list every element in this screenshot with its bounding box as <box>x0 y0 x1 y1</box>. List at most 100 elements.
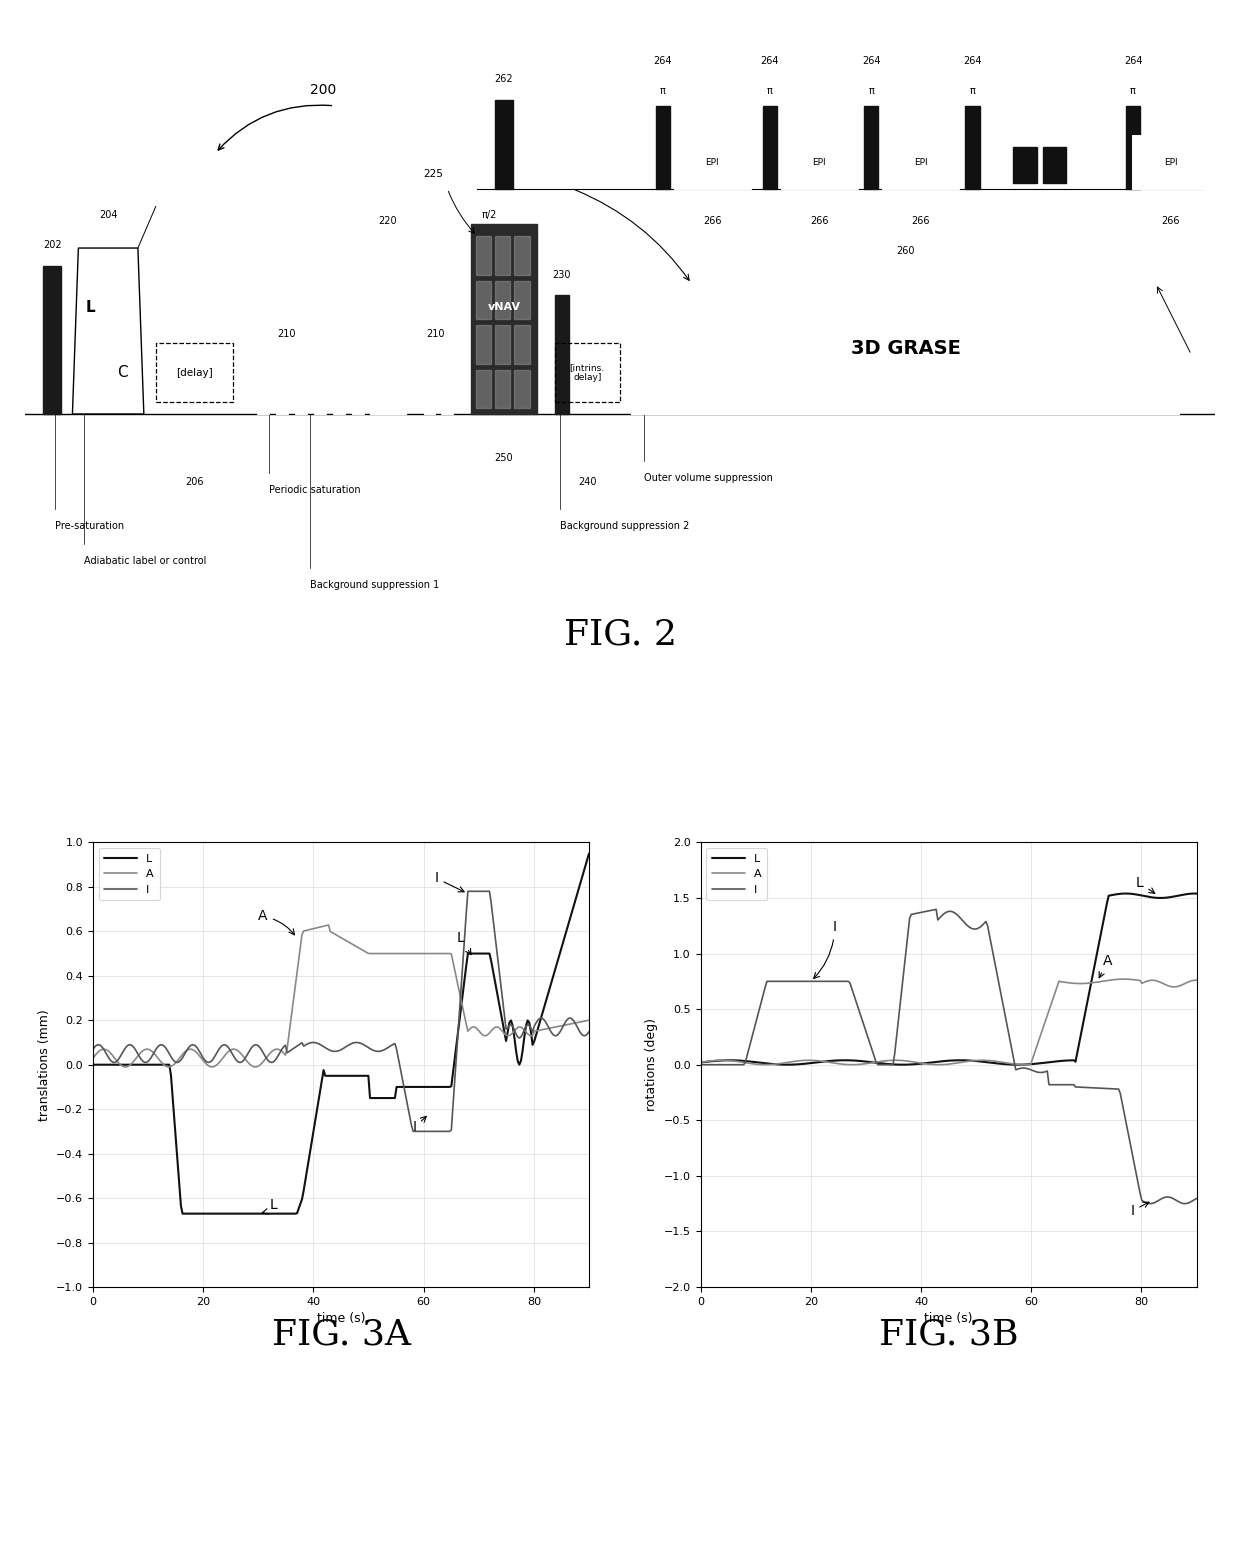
Text: 3D GRASE: 3D GRASE <box>851 340 961 359</box>
Line: A: A <box>701 980 1197 1064</box>
L <box>175 1204 190 1223</box>
Text: 240: 240 <box>578 477 596 487</box>
X-axis label: time (s): time (s) <box>924 1312 973 1326</box>
Text: 220: 220 <box>378 217 397 226</box>
I <box>693 1056 708 1075</box>
Bar <box>495 370 511 409</box>
Bar <box>882 136 960 189</box>
Bar <box>515 236 529 275</box>
Text: L: L <box>86 300 95 315</box>
Y-axis label: rotations (deg): rotations (deg) <box>645 1019 658 1111</box>
Text: π: π <box>970 86 976 95</box>
Text: 264: 264 <box>862 56 880 66</box>
I <box>929 900 944 919</box>
A <box>694 1053 709 1072</box>
A <box>321 916 336 934</box>
Text: 266: 266 <box>703 217 722 226</box>
I <box>507 1020 522 1039</box>
Text: Outer volume suppression: Outer volume suppression <box>644 473 773 484</box>
Bar <box>352 360 365 413</box>
L <box>537 998 552 1017</box>
Legend: L, A, I: L, A, I <box>706 849 768 900</box>
I <box>1112 1084 1127 1103</box>
Bar <box>515 324 529 363</box>
A <box>248 1058 263 1076</box>
Line: I: I <box>93 891 589 1131</box>
Bar <box>476 324 491 363</box>
Text: π: π <box>660 86 666 95</box>
Bar <box>554 295 569 413</box>
Text: FIG. 2: FIG. 2 <box>563 618 677 651</box>
Text: EPI: EPI <box>706 158 719 167</box>
Text: 264: 264 <box>963 56 982 66</box>
L <box>1112 885 1127 903</box>
A <box>1116 970 1131 989</box>
Bar <box>673 136 751 189</box>
Text: 202: 202 <box>43 240 62 250</box>
Text: vNAV: vNAV <box>487 303 521 312</box>
Bar <box>476 370 491 409</box>
A <box>998 1053 1013 1072</box>
Y-axis label: translations (mm): translations (mm) <box>37 1009 51 1120</box>
Text: I: I <box>1131 1203 1149 1218</box>
Text: I: I <box>413 1117 427 1134</box>
Bar <box>495 324 511 363</box>
Text: 266: 266 <box>810 217 828 226</box>
L <box>87 1056 102 1075</box>
I <box>87 1037 102 1056</box>
Bar <box>495 236 511 275</box>
Bar <box>1013 147 1037 183</box>
Bar <box>42 265 61 413</box>
Text: I: I <box>813 920 837 978</box>
Line: A: A <box>93 925 589 1067</box>
L <box>780 1055 795 1073</box>
I <box>998 1009 1013 1028</box>
Text: EPI: EPI <box>1164 158 1177 167</box>
I <box>86 1041 100 1059</box>
Text: 206: 206 <box>185 477 203 487</box>
Bar <box>156 343 233 402</box>
Bar <box>370 248 405 413</box>
Text: π: π <box>868 86 874 95</box>
Text: 264: 264 <box>761 56 779 66</box>
I <box>381 1037 396 1056</box>
L <box>86 1056 100 1075</box>
I <box>1146 1193 1161 1212</box>
I <box>389 1041 404 1059</box>
Bar <box>424 360 435 413</box>
Bar <box>495 100 513 189</box>
Bar <box>295 360 308 413</box>
Text: [intrins.
delay]: [intrins. delay] <box>569 363 605 382</box>
I <box>582 1022 596 1041</box>
Bar <box>515 370 529 409</box>
Line: I: I <box>701 909 1197 1204</box>
I <box>538 1012 553 1031</box>
Bar <box>864 106 878 189</box>
I <box>405 1122 420 1140</box>
Text: 260: 260 <box>897 246 915 256</box>
Bar <box>495 281 511 320</box>
L <box>1145 888 1159 906</box>
A <box>990 1051 1004 1070</box>
A <box>1112 970 1127 989</box>
Bar <box>277 360 288 413</box>
Text: π: π <box>768 86 773 95</box>
Bar <box>476 236 491 275</box>
Text: 264: 264 <box>1123 56 1142 66</box>
A <box>392 944 407 963</box>
Text: A: A <box>258 909 294 934</box>
I <box>460 881 475 900</box>
Bar <box>441 360 454 413</box>
L <box>990 1055 1004 1073</box>
Text: 264: 264 <box>653 56 672 66</box>
Bar <box>1126 106 1141 189</box>
Text: A: A <box>1099 953 1112 978</box>
Text: FIG. 3B: FIG. 3B <box>879 1318 1018 1351</box>
I <box>379 1039 394 1058</box>
I <box>1143 1195 1158 1214</box>
Bar <box>763 106 777 189</box>
L <box>1189 885 1204 903</box>
Text: 225: 225 <box>424 168 444 179</box>
Bar <box>476 281 491 320</box>
L <box>505 1017 520 1036</box>
